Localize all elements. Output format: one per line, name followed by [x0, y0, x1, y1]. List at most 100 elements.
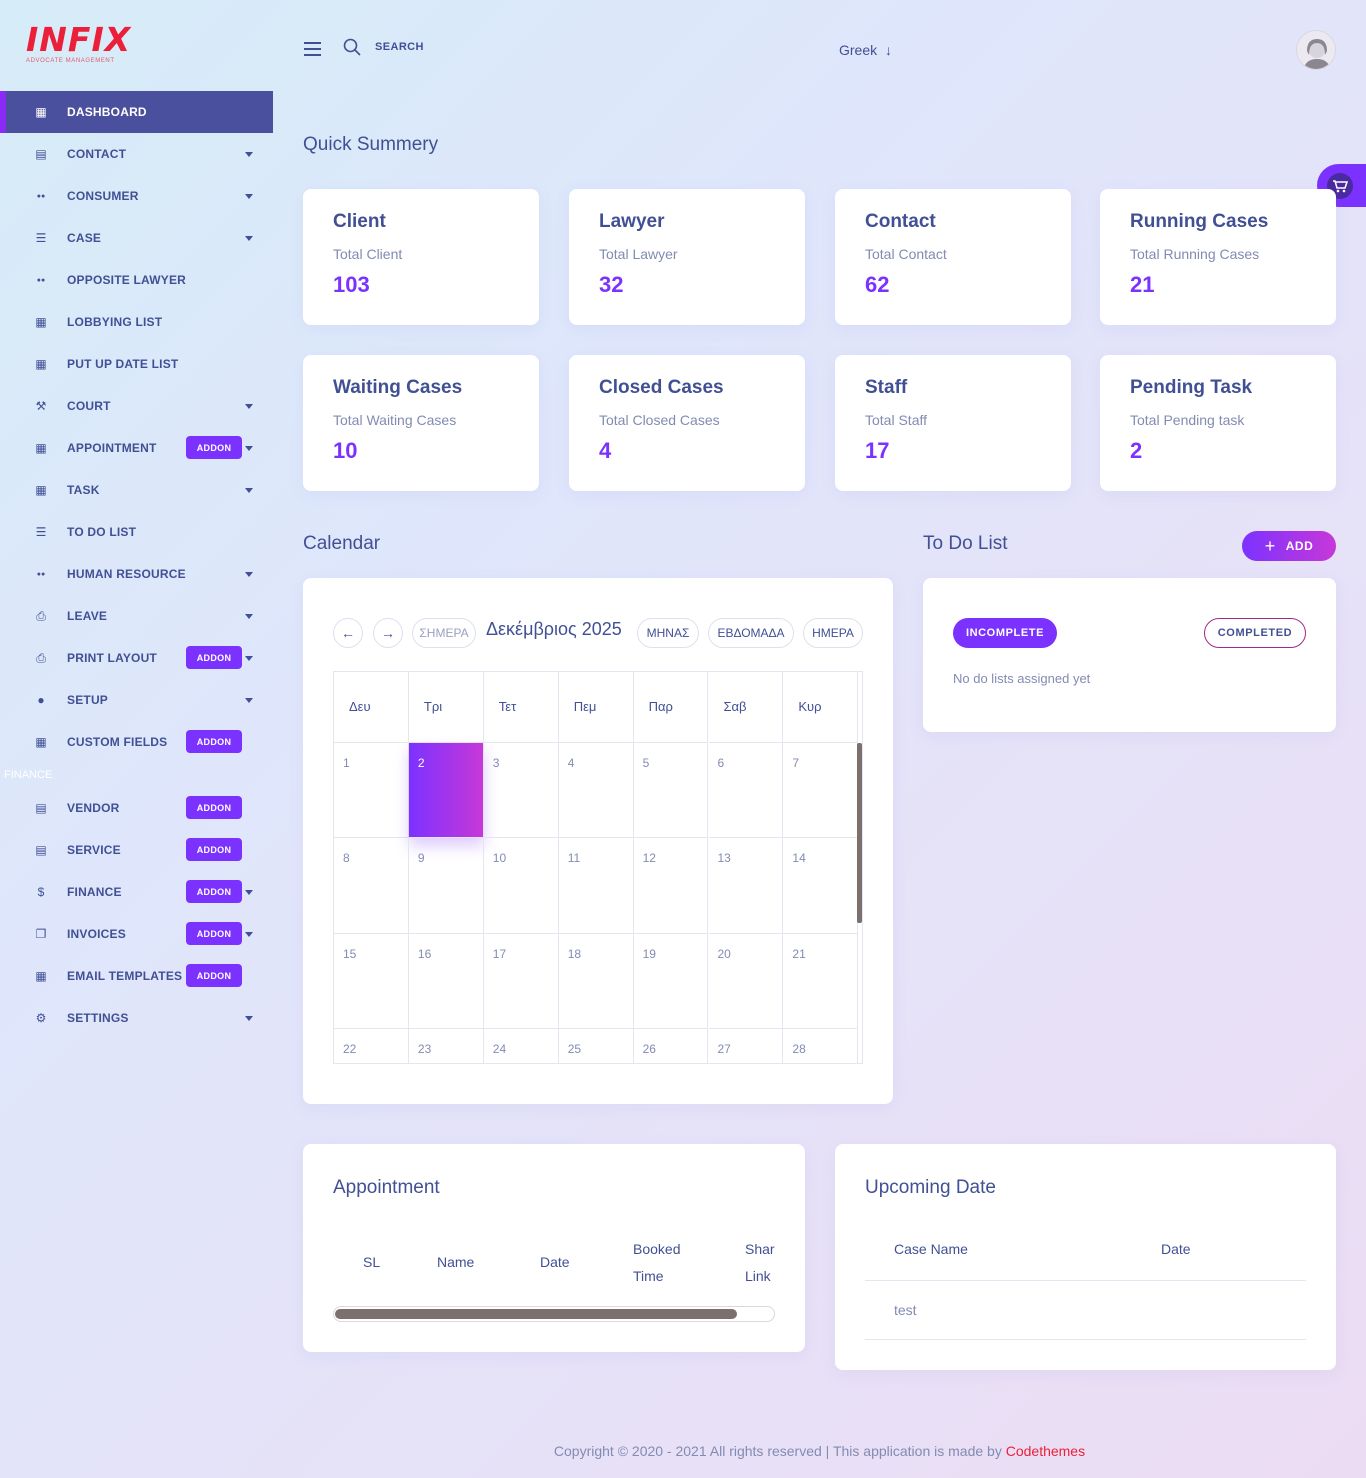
calendar-day-cell[interactable]: 23 — [409, 1028, 484, 1063]
calendar-day-cell[interactable]: 25 — [559, 1028, 634, 1063]
sidebar-item-lobbying-list[interactable]: ▦ LOBBYING LIST — [0, 301, 273, 343]
summary-card-contact[interactable]: Contact Total Contact 62 — [835, 189, 1071, 325]
caret-down-icon[interactable] — [245, 488, 253, 493]
caret-down-icon[interactable] — [245, 152, 253, 157]
caret-down-icon[interactable] — [245, 698, 253, 703]
calendar-day-cell[interactable]: 18 — [558, 933, 634, 1029]
sidebar-item-task[interactable]: ▦ TASK — [0, 469, 273, 511]
language-select[interactable]: Greek ↓ — [839, 42, 892, 58]
caret-down-icon[interactable] — [245, 1016, 253, 1021]
calendar-view-week[interactable]: ΕΒΔΟΜΑΔΑ — [708, 618, 794, 648]
calendar-month-title: Δεκέμβριος 2025 — [486, 619, 622, 639]
calendar-day-cell[interactable]: 12 — [633, 838, 709, 934]
calendar-day-cell[interactable]: 13 — [708, 838, 784, 934]
sidebar-item-to-do-list[interactable]: ☰ TO DO LIST — [0, 511, 273, 553]
sidebar-item-dashboard[interactable]: ▦ DASHBOARD — [0, 91, 273, 133]
summary-card-client[interactable]: Client Total Client 103 — [303, 189, 539, 325]
sidebar-item-vendor[interactable]: ▤ VENDOR ADDON — [0, 787, 273, 829]
summary-card-staff[interactable]: Staff Total Staff 17 — [835, 355, 1071, 491]
add-todo-button[interactable]: + ADD — [1242, 531, 1336, 561]
calendar-day-cell[interactable]: 11 — [558, 838, 634, 934]
calendar-day-cell[interactable]: 8 — [334, 838, 409, 934]
sidebar-item-court[interactable]: ⚒ COURT — [0, 385, 273, 427]
scrollbar-thumb[interactable] — [335, 1309, 737, 1319]
calendar-day-cell[interactable]: 7 — [783, 743, 859, 839]
caret-down-icon[interactable] — [245, 932, 253, 937]
calendar-day-cell[interactable]: 9 — [408, 838, 484, 934]
calendar-scrollbar[interactable] — [857, 743, 862, 923]
completed-tab[interactable]: COMPLETED — [1204, 618, 1306, 648]
calendar-day-cell[interactable]: 20 — [708, 933, 784, 1029]
sidebar-item-appointment[interactable]: ▦ APPOINTMENT ADDON — [0, 427, 273, 469]
summary-card-pending-task[interactable]: Pending Task Total Pending task 2 — [1100, 355, 1336, 491]
caret-down-icon[interactable] — [245, 572, 253, 577]
calendar-day-cell[interactable]: 5 — [633, 743, 709, 839]
calendar-day-cell[interactable]: 2 — [408, 743, 484, 839]
calendar-prev-button[interactable]: ← — [333, 618, 363, 648]
caret-down-icon[interactable] — [245, 236, 253, 241]
calendar-day-cell[interactable]: 28 — [783, 1028, 859, 1063]
logo[interactable]: INFIX ADVOCATE MANAGEMENT — [26, 23, 136, 68]
calendar-today-button[interactable]: ΣΗΜΕΡΑ — [412, 618, 476, 648]
footer-link[interactable]: Codethemes — [1005, 1443, 1086, 1459]
calendar-day-cell[interactable]: 1 — [334, 743, 409, 839]
sidebar-item-opposite-lawyer[interactable]: ●● OPPOSITE LAWYER — [0, 259, 273, 301]
calendar-next-button[interactable]: → — [373, 618, 403, 648]
calendar-day-cell[interactable]: 17 — [483, 933, 559, 1029]
calendar-day-cell[interactable]: 3 — [483, 743, 559, 839]
incomplete-tab[interactable]: INCOMPLETE — [953, 618, 1057, 648]
sidebar-item-custom-fields[interactable]: ▦ CUSTOM FIELDS ADDON — [0, 721, 273, 763]
calendar-grid: 1 2 3 4 5 6 7 8 9 10 11 12 13 14 15 16 17 18 19 20 21 22 23 24 2… — [333, 671, 863, 1064]
calendar-day-cell[interactable]: 19 — [633, 933, 709, 1029]
calendar-view-month[interactable]: ΜΗΝΑΣ — [637, 618, 699, 648]
caret-down-icon[interactable] — [245, 656, 253, 661]
sidebar-item-consumer[interactable]: ●● CONSUMER — [0, 175, 273, 217]
summary-card-waiting-cases[interactable]: Waiting Cases Total Waiting Cases 10 — [303, 355, 539, 491]
calendar-view-day[interactable]: ΗΜΕΡΑ — [803, 618, 863, 648]
sidebar-item-label: SERVICE — [67, 843, 121, 857]
contact-book-icon: ▤ — [35, 147, 47, 161]
sidebar-item-put-up-date-list[interactable]: ▦ PUT UP DATE LIST — [0, 343, 273, 385]
caret-down-icon[interactable] — [245, 194, 253, 199]
summary-card-closed-cases[interactable]: Closed Cases Total Closed Cases 4 — [569, 355, 805, 491]
calendar-day-cell[interactable]: 27 — [709, 1028, 784, 1063]
sidebar-item-leave[interactable]: ⎙ LEAVE — [0, 595, 273, 637]
avatar[interactable] — [1296, 30, 1336, 70]
sidebar-item-setup[interactable]: ● SETUP — [0, 679, 273, 721]
calendar-day-cell[interactable]: 15 — [334, 933, 409, 1029]
calendar-day-cell[interactable]: 10 — [483, 838, 559, 934]
calendar-day-cell[interactable]: 6 — [708, 743, 784, 839]
calendar-day-cell[interactable]: 21 — [783, 933, 859, 1029]
addon-badge: ADDON — [186, 964, 242, 987]
calendar-day-cell[interactable]: 24 — [484, 1028, 559, 1063]
sidebar-item-finance[interactable]: $ FINANCE ADDON — [0, 871, 273, 913]
sidebar-item-human-resource[interactable]: ●● HUMAN RESOURCE — [0, 553, 273, 595]
sidebar-item-email-templates[interactable]: ▦ EMAIL TEMPLATES ADDON — [0, 955, 273, 997]
calendar-day-cell[interactable]: 16 — [408, 933, 484, 1029]
calendar-day-cell[interactable]: 22 — [334, 1028, 409, 1063]
footer: Copyright © 2020 - 2021 All rights reser… — [303, 1443, 1336, 1459]
caret-down-icon[interactable] — [245, 404, 253, 409]
search-icon[interactable] — [343, 38, 361, 56]
sidebar-item-case[interactable]: ☰ CASE — [0, 217, 273, 259]
sidebar-item-contact[interactable]: ▤ CONTACT — [0, 133, 273, 175]
sidebar-item-print-layout[interactable]: ⎙ PRINT LAYOUT ADDON — [0, 637, 273, 679]
calendar-day-cell[interactable]: 4 — [558, 743, 634, 839]
search-input[interactable]: SEARCH — [375, 41, 424, 53]
caret-down-icon[interactable] — [245, 446, 253, 451]
addon-badge: ADDON — [186, 880, 242, 903]
summary-card-running-cases[interactable]: Running Cases Total Running Cases 21 — [1100, 189, 1336, 325]
sidebar-item-invoices[interactable]: ❐ INVOICES ADDON — [0, 913, 273, 955]
caret-down-icon[interactable] — [245, 890, 253, 895]
summary-card-lawyer[interactable]: Lawyer Total Lawyer 32 — [569, 189, 805, 325]
sidebar-item-service[interactable]: ▤ SERVICE ADDON — [0, 829, 273, 871]
menu-toggle-icon[interactable] — [304, 42, 321, 56]
caret-down-icon[interactable] — [245, 614, 253, 619]
sidebar-item-label: LEAVE — [67, 609, 108, 623]
sidebar-item-settings[interactable]: ⚙ SETTINGS — [0, 997, 273, 1039]
appointment-scrollbar[interactable] — [333, 1306, 775, 1322]
summary-card-value: 2 — [1130, 438, 1143, 463]
calendar-day-cell[interactable]: 26 — [634, 1028, 709, 1063]
cart-button[interactable] — [1317, 164, 1366, 207]
calendar-day-cell[interactable]: 14 — [783, 838, 859, 934]
